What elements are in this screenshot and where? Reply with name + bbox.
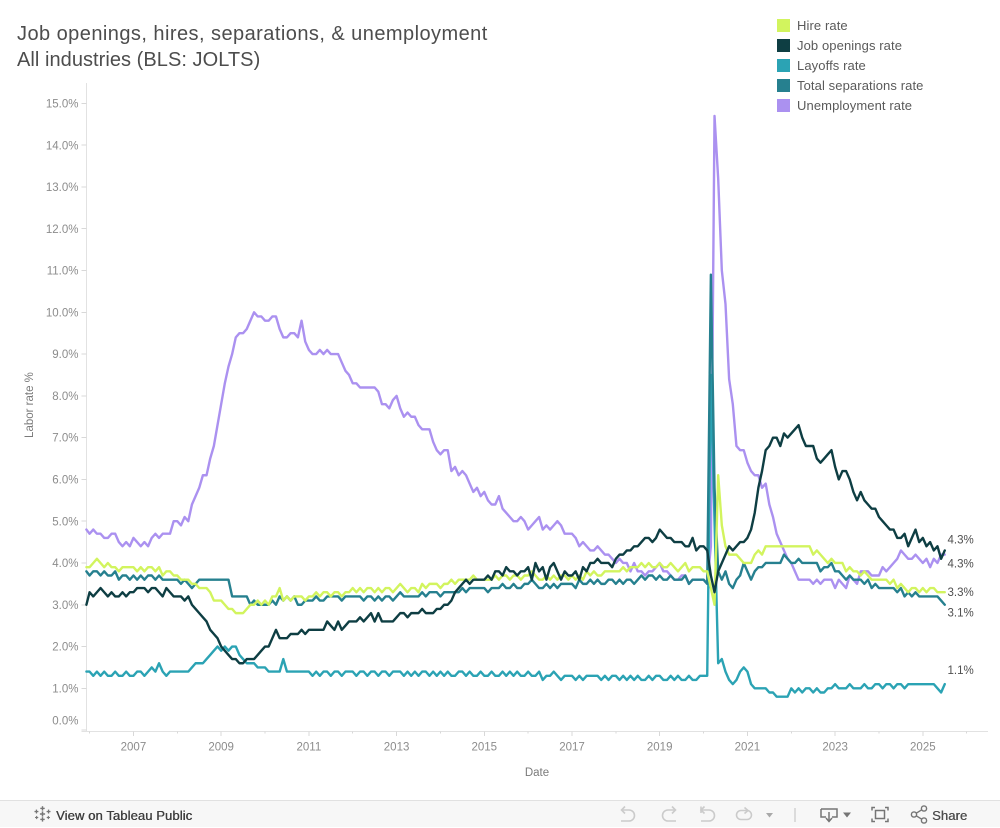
svg-text:15.0%: 15.0%: [46, 99, 79, 111]
svg-text:7.0%: 7.0%: [52, 433, 78, 445]
svg-text:2.0%: 2.0%: [52, 642, 78, 654]
svg-text:12.0%: 12.0%: [46, 224, 79, 236]
svg-text:Labor rate %: Labor rate %: [24, 372, 36, 438]
svg-text:5.0%: 5.0%: [52, 516, 78, 528]
svg-text:2007: 2007: [121, 742, 147, 754]
svg-text:2009: 2009: [208, 742, 234, 754]
svg-text:13.0%: 13.0%: [46, 182, 79, 194]
svg-text:8.0%: 8.0%: [52, 391, 78, 403]
svg-text:2025: 2025: [910, 742, 936, 754]
svg-text:4.3%: 4.3%: [948, 535, 974, 547]
svg-text:1.0%: 1.0%: [52, 683, 78, 695]
svg-text:2019: 2019: [647, 742, 673, 754]
svg-text:4.3%: 4.3%: [948, 559, 974, 571]
svg-text:2013: 2013: [384, 742, 410, 754]
svg-text:10.0%: 10.0%: [46, 307, 79, 319]
svg-text:14.0%: 14.0%: [46, 140, 79, 152]
svg-text:3.0%: 3.0%: [52, 600, 78, 612]
svg-text:2017: 2017: [559, 742, 585, 754]
svg-text:Date: Date: [525, 767, 549, 779]
svg-text:9.0%: 9.0%: [52, 349, 78, 361]
svg-text:6.0%: 6.0%: [52, 475, 78, 487]
svg-text:2015: 2015: [471, 742, 497, 754]
svg-text:2011: 2011: [297, 742, 322, 754]
svg-text:1.1%: 1.1%: [948, 665, 974, 677]
svg-text:11.0%: 11.0%: [47, 266, 79, 278]
svg-text:0.0%: 0.0%: [52, 716, 78, 728]
svg-text:3.3%: 3.3%: [948, 587, 974, 599]
svg-text:2021: 2021: [735, 742, 761, 754]
svg-text:2023: 2023: [822, 742, 848, 754]
svg-text:3.1%: 3.1%: [948, 608, 974, 620]
svg-text:4.0%: 4.0%: [52, 558, 78, 570]
